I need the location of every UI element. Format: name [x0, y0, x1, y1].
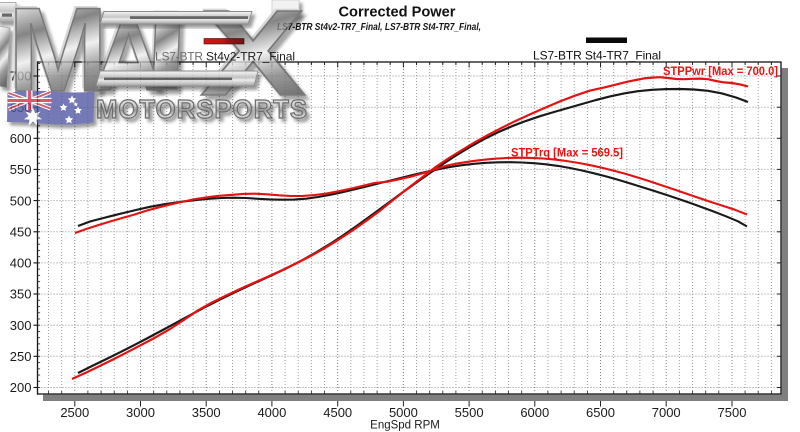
svg-text:LS7-BTR: LS7-BTR [155, 50, 203, 64]
svg-text:LS7-BTR St4v2-TR7_Final, LS7-B: LS7-BTR St4v2-TR7_Final, LS7-BTR St4-TR7… [277, 22, 481, 33]
svg-text:4500: 4500 [323, 405, 352, 420]
svg-text:6500: 6500 [586, 405, 615, 420]
svg-text:4000: 4000 [257, 405, 286, 420]
svg-text:2500: 2500 [60, 405, 89, 420]
svg-text:STPTrq [Max = 569.5]: STPTrq [Max = 569.5] [511, 147, 623, 159]
svg-text:5000: 5000 [389, 405, 418, 420]
svg-text:450: 450 [10, 224, 32, 239]
svg-text:700: 700 [10, 69, 32, 84]
svg-text:MOTORSPORTS: MOTORSPORTS [96, 94, 308, 124]
svg-text:STPPwr [Max = 700.0]: STPPwr [Max = 700.0] [663, 66, 778, 78]
svg-text:EngSpd RPM: EngSpd RPM [370, 420, 440, 432]
svg-text:600: 600 [10, 131, 32, 146]
svg-text:200: 200 [10, 380, 32, 395]
svg-text:550: 550 [10, 162, 32, 177]
svg-text:250: 250 [10, 349, 32, 364]
svg-text:5500: 5500 [455, 405, 484, 420]
svg-text:300: 300 [10, 318, 32, 333]
svg-text:LS7-BTR St4-TR7_Final: LS7-BTR St4-TR7_Final [533, 49, 661, 63]
svg-text:6000: 6000 [520, 405, 549, 420]
svg-text:3500: 3500 [192, 405, 221, 420]
svg-text:7500: 7500 [718, 405, 747, 420]
svg-text:Corrected Power: Corrected Power [339, 4, 456, 21]
svg-text:7000: 7000 [652, 405, 681, 420]
svg-text:3000: 3000 [126, 405, 155, 420]
svg-text:St4v2-TR7_Final: St4v2-TR7_Final [206, 50, 295, 64]
svg-text:400: 400 [10, 256, 32, 271]
svg-text:500: 500 [10, 193, 32, 208]
svg-text:350: 350 [10, 287, 32, 302]
